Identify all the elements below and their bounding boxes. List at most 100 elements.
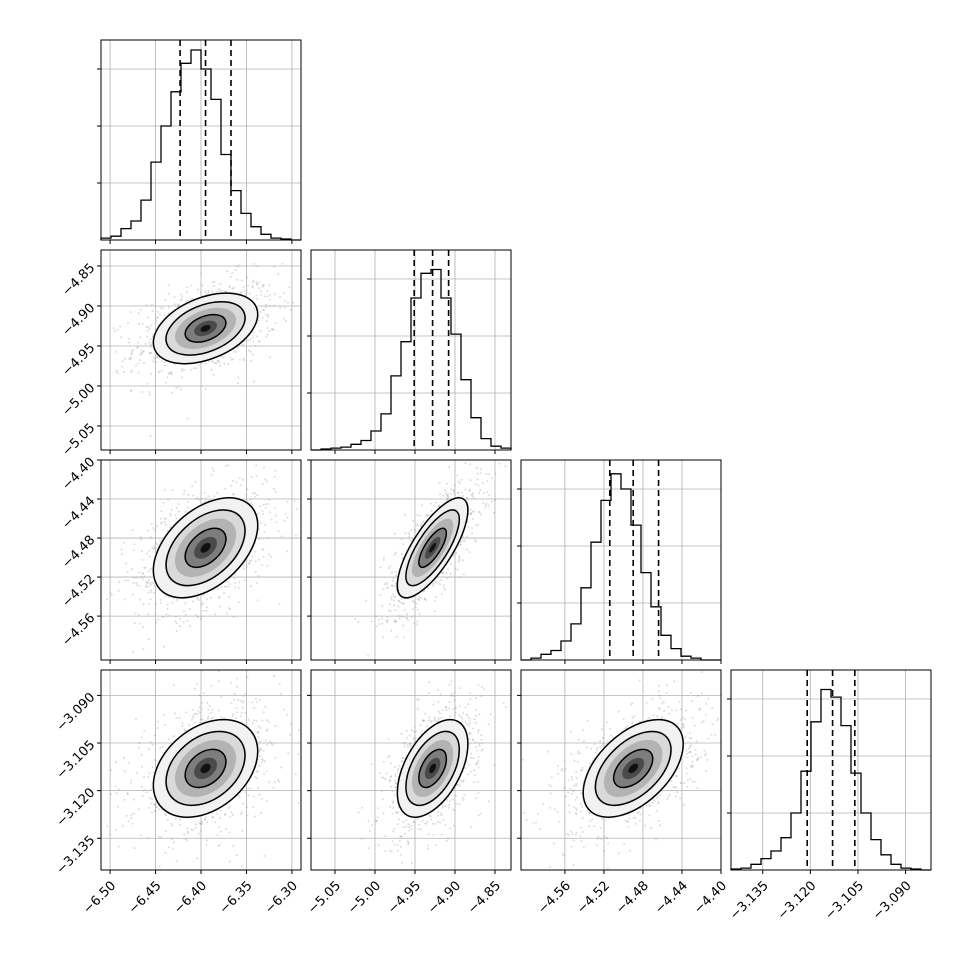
scatter-point [418, 823, 420, 826]
scatter-point [146, 552, 149, 555]
scatter-point [203, 692, 205, 695]
scatter-point [357, 811, 360, 814]
scatter-point [147, 585, 150, 588]
scatter-point [255, 719, 258, 722]
scatter-point [469, 463, 471, 466]
scatter-point [246, 676, 249, 679]
scatter-point [700, 692, 703, 695]
scatter-point [114, 350, 117, 353]
scatter-point [182, 368, 185, 371]
scatter-point [201, 822, 204, 825]
scatter-point [631, 723, 634, 726]
scatter-point [147, 329, 149, 332]
scatter-point [252, 719, 255, 722]
scatter-point [406, 613, 408, 616]
scatter-point [444, 491, 447, 494]
scatter-point [691, 717, 694, 720]
scatter-point [233, 586, 236, 589]
scatter-point [150, 788, 153, 791]
scatter-point [468, 742, 471, 745]
scatter-point [120, 336, 123, 339]
scatter-point [438, 504, 440, 507]
scatter-point [263, 530, 266, 533]
scatter-point [386, 621, 389, 624]
scatter-point [214, 613, 217, 616]
scatter-point [385, 772, 388, 775]
scatter-point [367, 820, 370, 823]
scatter-point [445, 840, 448, 842]
scatter-point [183, 489, 186, 492]
scatter-point [162, 616, 165, 618]
scatter-point [240, 279, 243, 282]
scatter-point [425, 725, 428, 728]
scatter-point [452, 490, 455, 493]
scatter-point [146, 582, 149, 585]
scatter-point [581, 766, 584, 769]
scatter-point [204, 388, 207, 390]
scatter-point [237, 698, 240, 701]
scatter-point [386, 619, 389, 622]
scatter-point [128, 357, 131, 360]
y-tick-label: −4.85 [60, 261, 99, 300]
scatter-point [231, 272, 234, 274]
scatter-point [197, 832, 200, 835]
contour-line [405, 509, 461, 587]
scatter-point [255, 298, 258, 301]
scatter-point [385, 583, 388, 586]
scatter-point [414, 737, 417, 740]
scatter-point [142, 648, 145, 650]
scatter-point [173, 303, 176, 306]
scatter-point [204, 289, 206, 292]
scatter-point [160, 510, 163, 513]
scatter-point [461, 717, 464, 720]
scatter-point [273, 487, 276, 490]
scatter-point [191, 485, 194, 488]
scatter-point [175, 386, 178, 389]
scatter-point [438, 583, 441, 586]
scatter-point [182, 493, 185, 495]
scatter-point [440, 593, 443, 596]
scatter-point [139, 352, 142, 355]
scatter-point [487, 723, 490, 726]
scatter-point [123, 370, 126, 373]
x-tick-label: −6.40 [171, 878, 210, 917]
scatter-point [467, 773, 470, 776]
scatter-point [236, 265, 239, 268]
scatter-point [467, 703, 470, 706]
scatter-point [478, 743, 481, 746]
scatter-point [477, 791, 480, 794]
scatter-point [172, 736, 174, 738]
scatter-point [455, 552, 458, 555]
scatter-point [163, 517, 165, 520]
scatter-point [525, 819, 528, 822]
scatter-point [415, 602, 418, 605]
scatter-point [204, 291, 207, 294]
scatter-point [394, 779, 397, 782]
scatter-point [186, 619, 189, 622]
scatter-point [138, 741, 141, 744]
scatter-point [261, 758, 264, 761]
scatter-point [385, 587, 388, 590]
scatter-point [120, 548, 123, 551]
scatter-point [154, 760, 157, 763]
scatter-point [257, 287, 260, 290]
x-tick-label: −4.95 [385, 878, 424, 917]
scatter-point [357, 621, 360, 623]
scatter-point [131, 822, 134, 825]
scatter-point [146, 382, 149, 385]
scatter-point [179, 625, 182, 628]
scatter-point [666, 684, 668, 687]
scatter-point [446, 482, 449, 485]
scatter-point [175, 860, 178, 862]
scatter-point [277, 780, 280, 783]
scatter-point [274, 507, 276, 510]
scatter-point [382, 558, 385, 561]
scatter-point [166, 529, 169, 532]
scatter-point [217, 844, 220, 847]
scatter-point [437, 821, 439, 823]
scatter-point [221, 289, 224, 292]
scatter-point [477, 755, 480, 758]
scatter-point [464, 462, 467, 465]
scatter-point [246, 806, 248, 809]
scatter-point [199, 291, 202, 294]
